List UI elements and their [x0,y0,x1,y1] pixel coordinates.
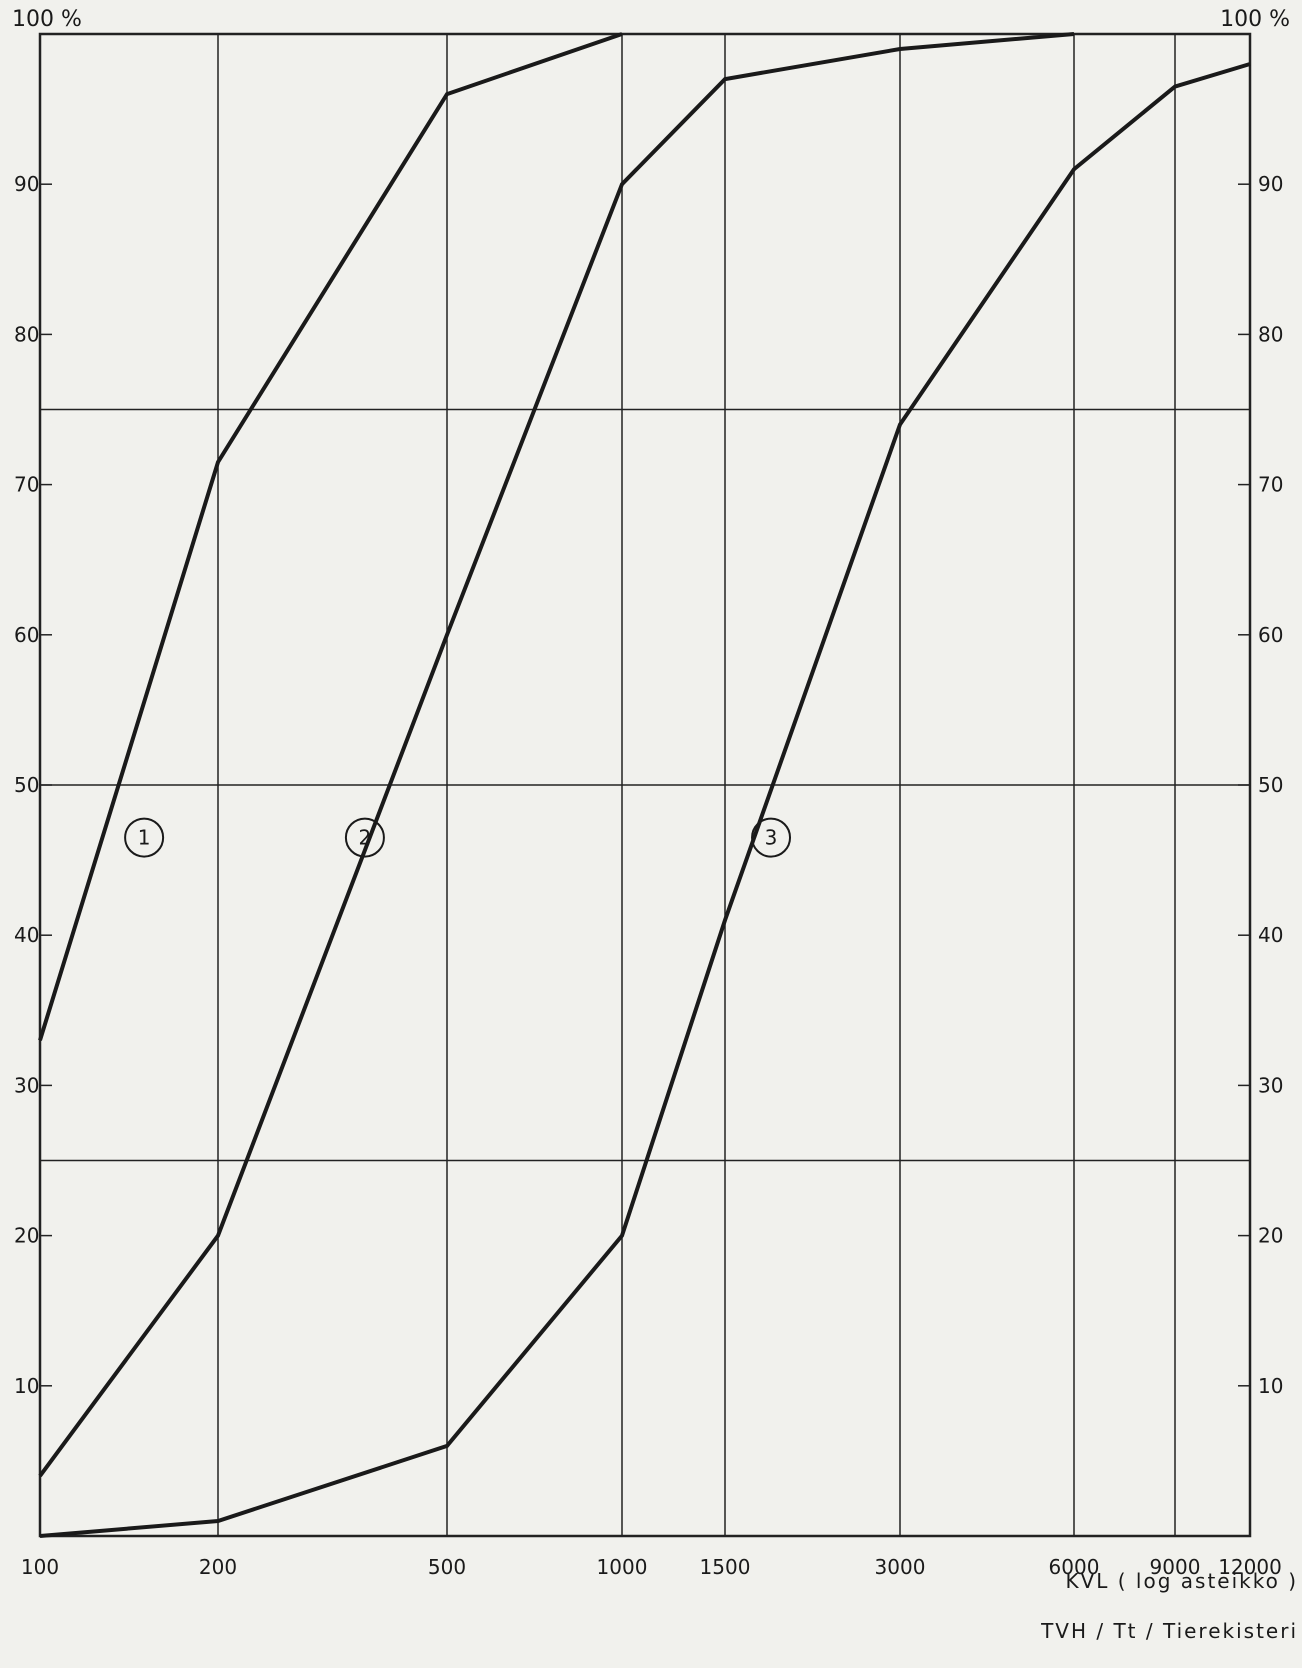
y-tick-label-right: 90 [1258,172,1283,196]
x-tick-label: 500 [428,1555,466,1579]
x-tick-label: 1000 [597,1555,648,1579]
grid [38,32,1252,1538]
series-marker-circle-3 [751,817,792,858]
y-tick-label-right: 80 [1258,322,1283,346]
y-tick-label-right: 50 [1258,773,1283,797]
series-lines [38,32,1251,1538]
series-line-2 [38,32,1075,1478]
y-tick-label-left: 10 [14,1374,39,1398]
x-tick-label: 6000 [1049,1555,1100,1579]
x-tick-label: 1500 [700,1555,751,1579]
y-tick-label-right: 60 [1258,623,1283,647]
x-tick-label: 100 [21,1555,59,1579]
y-tick-label-right: 70 [1258,473,1283,497]
x-tick-label: 3000 [875,1555,926,1579]
y-tick-label-left: 30 [14,1073,39,1097]
y-tick-label-left: 70 [14,473,39,497]
y-tick-label-left: 90 [14,172,39,196]
series-line-1 [38,32,623,1041]
series-marker-label-2: 2 [359,826,372,850]
y-tick-label-left: 80 [14,322,39,346]
axis-labels: 100 % 100 % KVL ( log asteikko ) TVH / T… [12,7,1298,1643]
series-markers: 1 2 3 [124,817,792,858]
y-top-label-left: 100 % [12,7,82,32]
series-marker-label-3: 3 [765,826,778,850]
series-marker-label-1: 1 [138,826,151,850]
x-tick-label: 200 [199,1555,237,1579]
series-marker-circle-1 [124,817,165,858]
x-axis-label: KVL ( log asteikko ) [1065,1569,1298,1593]
y-tick-label-left: 40 [14,923,39,947]
footer-credit: TVH / Tt / Tierekisteri [1040,1619,1298,1643]
y-top-label-right: 100 % [1220,7,1290,32]
series-line-3 [39,62,1251,1538]
series-marker-circle-2 [344,817,385,858]
y-tick-label-left: 60 [14,623,39,647]
y-tick-label-right: 40 [1258,923,1283,947]
y-tick-label-right: 10 [1258,1374,1283,1398]
y-tick-label-left: 20 [14,1224,39,1248]
x-tick-label: 12000 [1218,1555,1282,1579]
y-tick-label-right: 30 [1258,1073,1283,1097]
x-tick-label: 9000 [1150,1555,1201,1579]
y-tick-label-left: 50 [14,773,39,797]
y-tick-label-right: 20 [1258,1224,1283,1248]
